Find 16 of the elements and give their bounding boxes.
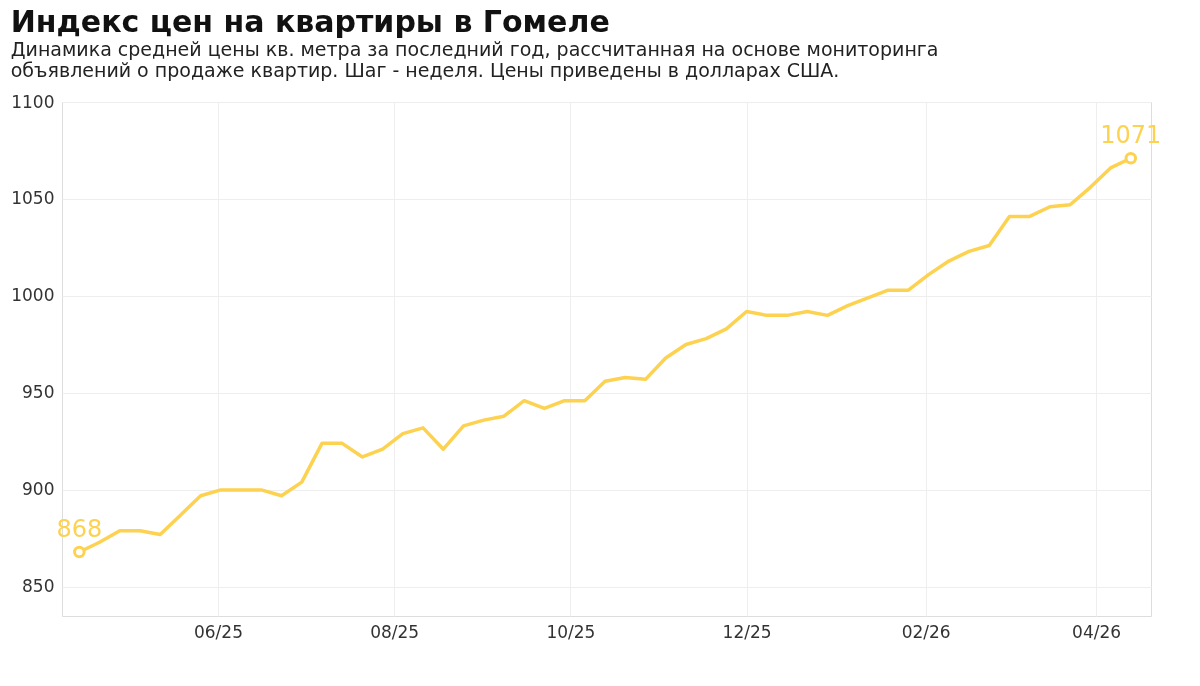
y-tick-label: 850 bbox=[22, 576, 55, 597]
chart-title: Индекс цен на квартиры в Гомеле bbox=[10, 4, 610, 39]
y-tick-label: 1000 bbox=[11, 285, 55, 306]
chart-subtitle: Динамика средней цены кв. метра за последний год, рассчитанная на основе мониторинга объявлений о продаже квартир. Шаг - неделя. Цены приведены в долларах США. bbox=[10, 38, 939, 81]
x-tick-label: 12/25 bbox=[722, 621, 772, 642]
data-label: 1071 bbox=[1100, 121, 1162, 150]
data-label: 868 bbox=[56, 514, 103, 543]
y-tick-label: 950 bbox=[22, 382, 55, 403]
x-tick-label: 02/26 bbox=[901, 621, 951, 642]
y-tick-label: 900 bbox=[22, 479, 55, 500]
x-tick-label: 04/26 bbox=[1072, 621, 1122, 642]
x-tick-label: 08/25 bbox=[370, 621, 420, 642]
y-tick-label: 1100 bbox=[11, 91, 55, 112]
x-tick-label: 10/25 bbox=[546, 621, 596, 642]
y-tick-label: 1050 bbox=[11, 188, 55, 209]
x-tick-label: 06/25 bbox=[193, 621, 243, 642]
